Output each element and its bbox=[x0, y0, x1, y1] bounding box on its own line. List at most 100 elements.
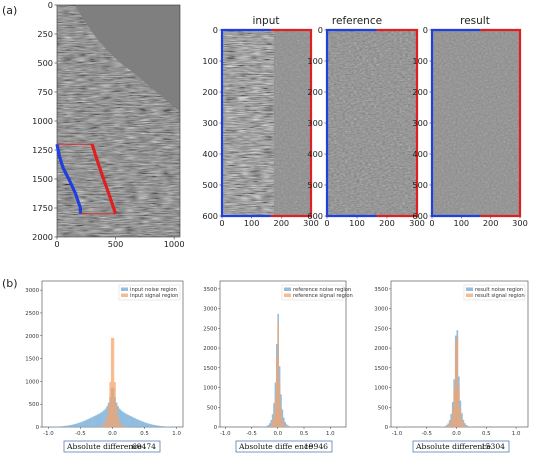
reference-window: reference 0 100 200 300 0 100 200 300 400 500 600 bbox=[307, 15, 424, 228]
input-title: input bbox=[252, 15, 279, 27]
hist-bar-noise bbox=[85, 419, 88, 427]
hist-bar-signal bbox=[106, 415, 108, 427]
hist-bar-signal bbox=[465, 426, 468, 427]
hist-xtick-label: 0.0 bbox=[108, 431, 117, 437]
hist-bar-signal bbox=[271, 421, 274, 427]
big-xtick-label: 500 bbox=[108, 239, 124, 249]
hist-bar-noise bbox=[465, 425, 468, 427]
hist-bar-signal bbox=[114, 382, 116, 427]
hist-bar-noise bbox=[125, 413, 127, 427]
hist-bar-signal bbox=[448, 423, 451, 427]
histogram-input: -1.0 -0.5 0.0 0.5 1.0 0 500 1000 1500 2000 2500 300… bbox=[25, 280, 184, 453]
hist-xtick-label: -1.0 bbox=[392, 431, 403, 437]
hist-bar-noise bbox=[283, 417, 285, 427]
hist-bar-noise bbox=[60, 426, 63, 427]
hist-bar-noise bbox=[70, 424, 72, 427]
hist-bar-signal bbox=[99, 426, 102, 427]
hist-bar-noise bbox=[269, 423, 271, 427]
hist-bar-noise bbox=[120, 410, 123, 427]
hist-bar-noise bbox=[93, 416, 96, 427]
hist-bar-noise bbox=[118, 408, 121, 427]
legend-swatch bbox=[466, 293, 473, 297]
hist-bar-noise bbox=[104, 408, 107, 427]
hist-bar-signal bbox=[278, 381, 281, 427]
hist-bar-signal bbox=[123, 426, 126, 427]
hist-bar-signal bbox=[284, 425, 286, 427]
hist-bar-noise bbox=[90, 417, 93, 427]
hist-bar-noise bbox=[101, 411, 104, 427]
input-ytick-label: 400 bbox=[202, 149, 218, 159]
big-xtick-label: 0 bbox=[54, 239, 59, 249]
hist-bar-signal bbox=[447, 425, 450, 427]
hist-bar-signal bbox=[112, 337, 115, 427]
hist-bar-noise bbox=[99, 412, 102, 427]
legend-entry: reference signal region bbox=[293, 293, 353, 299]
hist-bar-signal bbox=[277, 321, 279, 427]
hist-xtick-label: -1.0 bbox=[220, 431, 231, 437]
reference-xtick-label: 300 bbox=[409, 218, 425, 228]
result-ytick-label: 200 bbox=[412, 87, 428, 97]
hist-bar-noise bbox=[148, 423, 151, 427]
legend-entry: result signal region bbox=[475, 293, 525, 299]
hist-bar-noise bbox=[288, 426, 291, 427]
big-ytick-label: 750 bbox=[37, 87, 53, 97]
hist-bar-noise bbox=[76, 423, 79, 427]
big-xtick-label: 1000 bbox=[164, 239, 185, 249]
hist-xtick-label: 0.5 bbox=[140, 431, 149, 437]
legend-swatch bbox=[284, 293, 291, 297]
input-ytick-label: 500 bbox=[202, 180, 218, 190]
reference-xtick-label: 200 bbox=[379, 218, 395, 228]
hist-bar-signal bbox=[118, 421, 121, 427]
hist-bar-noise bbox=[150, 424, 152, 427]
hist-bar-signal bbox=[117, 415, 119, 427]
hist-ytick-label: 500 bbox=[29, 402, 40, 408]
hist-ytick-label: 1000 bbox=[203, 386, 217, 392]
hist-bar-signal bbox=[285, 426, 288, 427]
reference-ytick-label: 400 bbox=[307, 149, 323, 159]
hist-bar-noise bbox=[126, 414, 129, 427]
hist-bar-signal bbox=[101, 425, 104, 427]
hist-bar-noise bbox=[164, 426, 166, 427]
hist-bar-noise bbox=[78, 422, 80, 427]
hist-bar-noise bbox=[464, 423, 466, 427]
result-xtick-label: 200 bbox=[483, 218, 499, 228]
hist-bar-signal bbox=[462, 423, 465, 427]
hist-xtick-label: 0.5 bbox=[482, 431, 491, 437]
big-ytick-label: 500 bbox=[37, 58, 53, 68]
hist-bar-noise bbox=[68, 425, 71, 427]
hist-bar-noise bbox=[140, 421, 143, 427]
hist-bar-noise bbox=[271, 414, 274, 427]
hist-xtick-label: -0.5 bbox=[246, 431, 257, 437]
hist-ytick-label: 2000 bbox=[25, 334, 39, 340]
legend-entry: result noise region bbox=[475, 287, 523, 293]
hist-ytick-label: 3000 bbox=[25, 288, 39, 294]
big-ytick-label: 1750 bbox=[32, 203, 53, 213]
hist-bar-noise bbox=[89, 418, 91, 427]
hist-bar-noise bbox=[159, 425, 162, 427]
hist-bar-noise bbox=[285, 424, 288, 427]
hist-bar-noise bbox=[134, 418, 137, 427]
hist-legend bbox=[281, 284, 344, 301]
legend-swatch bbox=[121, 287, 128, 291]
panel-label-b: (b) bbox=[2, 277, 18, 290]
hist-bar-noise bbox=[139, 420, 141, 427]
noise-region-outline bbox=[55, 143, 82, 214]
legend-entry: input signal region bbox=[130, 293, 178, 299]
result-ytick-label: 0 bbox=[423, 25, 428, 35]
reference-ytick-label: 200 bbox=[307, 87, 323, 97]
input-xtick-label: 200 bbox=[274, 218, 290, 228]
hist-bar-noise bbox=[96, 414, 99, 427]
frame-res-signal-edge bbox=[480, 28, 522, 218]
hist-ytick-label: 1000 bbox=[25, 379, 39, 385]
hist-bar-signal bbox=[459, 408, 462, 427]
hist-xtick-label: -0.5 bbox=[75, 431, 86, 437]
reference-title: reference bbox=[332, 15, 382, 27]
hist-ytick-label: 2500 bbox=[203, 326, 217, 332]
result-ytick-label: 400 bbox=[412, 149, 428, 159]
legend-swatch bbox=[466, 287, 473, 291]
hist-bar-signal bbox=[109, 382, 112, 427]
big-ytick-label: 1500 bbox=[32, 174, 53, 184]
hist-ytick-label: 1500 bbox=[203, 366, 217, 372]
hist-bar-noise bbox=[87, 419, 90, 427]
reference-ytick-label: 100 bbox=[307, 56, 323, 66]
